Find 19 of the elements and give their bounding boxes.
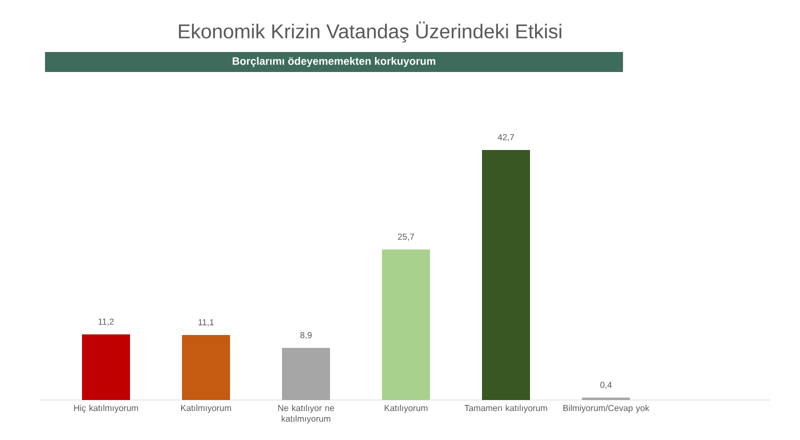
bar <box>382 250 430 400</box>
data-label: 42,7 <box>498 134 514 142</box>
data-label: 0,4 <box>600 382 612 389</box>
bar <box>482 150 530 400</box>
x-tick-label: Ne katılıyor ne katılmıyorum <box>278 404 334 424</box>
chart-title: Ekonomik Krizin Vatandaş Üzerindeki Etkisi <box>178 22 562 42</box>
data-label: 25,7 <box>398 234 414 241</box>
chart-subtitle: Borçlarımı ödeyememekten korkuyorum <box>232 57 436 67</box>
data-label: 11,2 <box>98 318 114 326</box>
x-tick-label: Katılıyorum <box>384 404 428 413</box>
bar <box>82 334 130 400</box>
x-tick-label: Tamamen katılıyorum <box>464 404 548 413</box>
data-label: 11,1 <box>198 319 214 326</box>
data-label: 8,9 <box>300 332 312 340</box>
bar <box>182 335 230 400</box>
x-tick-label: Hiç katılmıyorum <box>74 404 138 413</box>
x-tick-label: Katılmıyorum <box>181 404 231 413</box>
bar <box>282 348 330 400</box>
x-tick-label: Bilmiyorum/Cevap yok <box>563 404 650 413</box>
